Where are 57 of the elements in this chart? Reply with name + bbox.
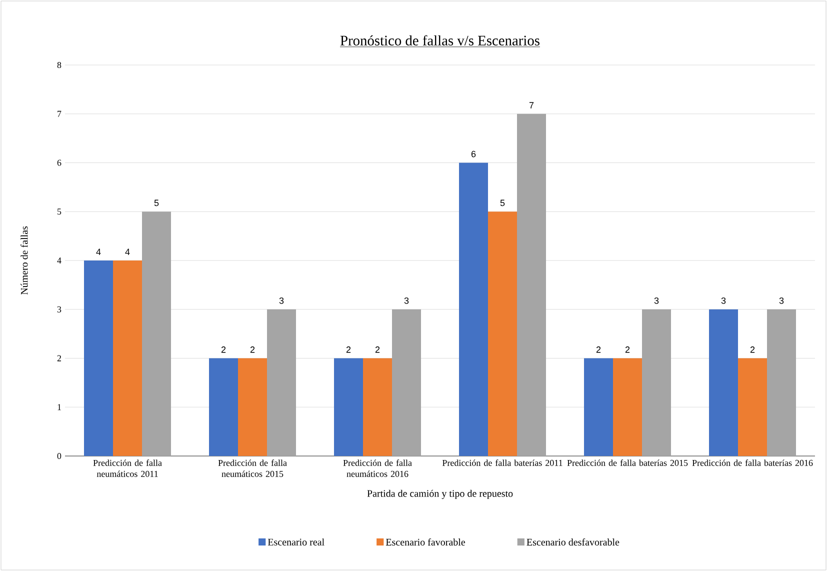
y-tick-label: 5 xyxy=(57,208,62,215)
bar xyxy=(584,358,614,456)
bar xyxy=(642,309,672,456)
data-label: 2 xyxy=(375,346,380,353)
bar xyxy=(517,114,546,456)
data-label: 4 xyxy=(96,248,101,255)
data-label: 5 xyxy=(500,200,505,206)
bar xyxy=(459,162,488,456)
x-tick-label: Predicción de falla neumáticos 2016 xyxy=(343,460,412,477)
legend-label: Escenario favorable xyxy=(386,538,466,546)
data-label: 2 xyxy=(750,346,755,353)
data-label: 6 xyxy=(471,150,476,158)
legend-label: Escenario real xyxy=(268,538,324,546)
bar xyxy=(84,260,113,456)
x-tick-label: Predicción de falla neumáticos 2015 xyxy=(218,460,287,477)
y-tick-label: 6 xyxy=(57,160,62,166)
bar xyxy=(334,358,364,456)
legend-label: Escenario desfavorable xyxy=(526,538,620,546)
data-label: 3 xyxy=(721,297,726,304)
bar xyxy=(738,358,768,456)
data-label: 3 xyxy=(654,297,659,304)
x-tick-label: Predicción de falla baterías 2016 xyxy=(692,460,813,466)
data-label: 2 xyxy=(625,346,630,353)
y-tick-label: 0 xyxy=(57,452,62,460)
x-tick-label: Predicción de falla neumáticos 2011 xyxy=(93,460,162,477)
y-tick-label: 1 xyxy=(58,404,61,410)
data-label: 3 xyxy=(404,297,409,304)
data-label: 3 xyxy=(779,297,784,304)
data-label: 2 xyxy=(346,346,351,353)
bar xyxy=(113,260,142,456)
bar xyxy=(613,358,642,456)
x-axis-title: Partida de camión y tipo de repuesto xyxy=(367,490,513,499)
y-tick-label: 8 xyxy=(57,62,62,68)
y-tick-label: 3 xyxy=(57,306,62,312)
y-tick-label: 7 xyxy=(58,110,62,117)
data-label: 2 xyxy=(596,346,601,353)
bar xyxy=(209,358,238,456)
x-tick-label: Predicción de falla baterías 2015 xyxy=(567,460,688,466)
y-axis-title: Número de fallas xyxy=(20,226,28,295)
x-tick-label: Predicción de falla baterías 2011 xyxy=(442,460,562,466)
data-label: 4 xyxy=(125,248,130,255)
bar xyxy=(238,358,268,456)
bar xyxy=(767,309,796,456)
chart-title: Pronóstico de fallas v/s Escenarios xyxy=(340,35,540,46)
bar xyxy=(392,309,422,456)
y-tick-label: 2 xyxy=(57,355,61,362)
data-label: 5 xyxy=(154,200,159,206)
bar xyxy=(488,212,518,456)
bar xyxy=(709,309,738,456)
bar xyxy=(142,212,172,456)
data-label: 3 xyxy=(279,297,284,304)
bar xyxy=(267,309,296,456)
data-label: 7 xyxy=(529,102,534,108)
data-label: 2 xyxy=(221,346,226,353)
y-tick-label: 4 xyxy=(57,258,62,264)
data-label: 2 xyxy=(250,346,255,353)
bar xyxy=(363,358,392,456)
